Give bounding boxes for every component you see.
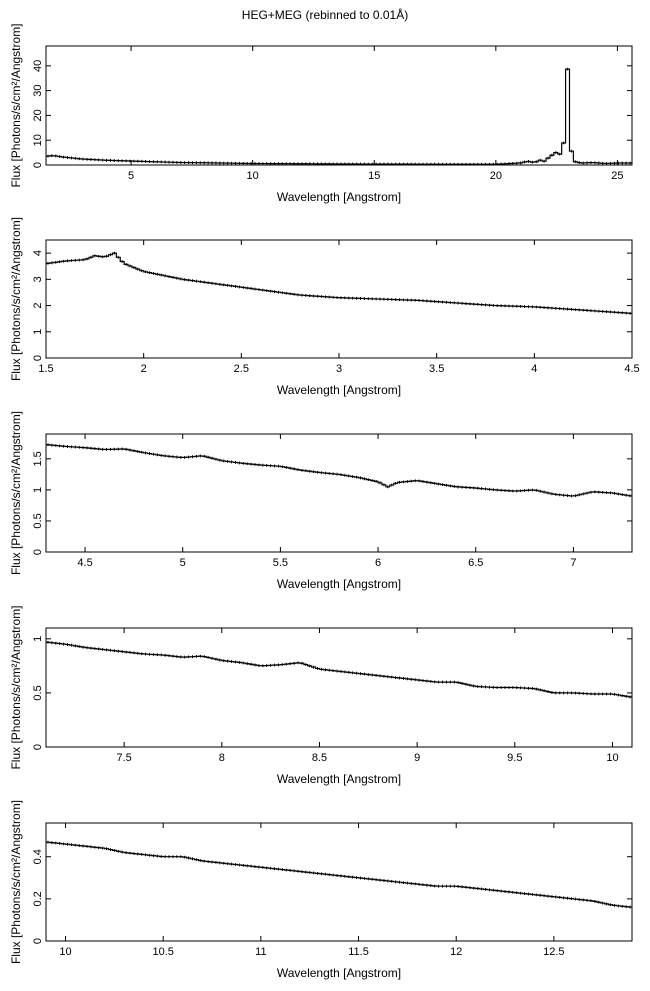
- x-tick-label: 10: [59, 946, 71, 958]
- x-tick-label: 1.5: [38, 363, 53, 375]
- spectrum-line: [46, 252, 632, 314]
- y-tick-label: 20: [32, 109, 44, 121]
- y-tick-label: 0: [32, 938, 44, 944]
- x-tick-label: 7.5: [116, 752, 131, 764]
- spectrum-line: [46, 641, 632, 698]
- y-tick-label: 3: [32, 276, 44, 282]
- y-tick-label: 0.4: [32, 849, 44, 864]
- y-axis-label: Flux [Photons/s/cm²/Angstrom]: [9, 800, 23, 964]
- x-tick-label: 3: [336, 363, 342, 375]
- x-tick-label: 10: [247, 170, 259, 182]
- x-tick-label: 6.5: [468, 557, 483, 569]
- y-tick-label: 0.5: [32, 685, 44, 700]
- x-tick-label: 4.5: [77, 557, 92, 569]
- y-tick-label: 40: [32, 60, 44, 72]
- x-tick-label: 11.5: [348, 946, 369, 958]
- y-tick-label: 0: [32, 744, 44, 750]
- x-tick-label: 7: [570, 557, 576, 569]
- y-tick-label: 10: [32, 134, 44, 146]
- y-tick-label: 1: [32, 487, 44, 493]
- y-tick-label: 2: [32, 302, 44, 308]
- y-axis-label: Flux [Photons/s/cm²/Angstrom]: [9, 605, 23, 769]
- y-tick-label: 0: [32, 162, 44, 168]
- spectrum-line: [46, 68, 632, 165]
- y-tick-label: 30: [32, 85, 44, 97]
- x-axis-label: Wavelength [Angstrom]: [277, 577, 401, 591]
- y-tick-label: 1.5: [32, 451, 44, 466]
- y-tick-label: 1: [32, 636, 44, 642]
- x-tick-label: 9.5: [507, 752, 522, 764]
- spectrum-line: [46, 444, 632, 497]
- error-bars: [47, 67, 631, 165]
- x-tick-label: 5.5: [273, 557, 288, 569]
- x-tick-label: 6: [375, 557, 381, 569]
- y-axis-label: Flux [Photons/s/cm²/Angstrom]: [9, 23, 23, 187]
- x-tick-label: 9: [414, 752, 420, 764]
- x-tick-label: 5: [180, 557, 186, 569]
- x-tick-label: 2.5: [234, 363, 249, 375]
- x-tick-label: 2: [141, 363, 147, 375]
- plot-frame: [45, 239, 633, 359]
- chart-title: HEG+MEG (rebinned to 0.01Å): [241, 8, 409, 22]
- error-bars: [47, 840, 631, 909]
- x-tick-label: 12.5: [543, 946, 564, 958]
- x-tick-label: 5: [128, 170, 134, 182]
- error-bars: [47, 251, 631, 315]
- x-axis-label: Wavelength [Angstrom]: [277, 190, 401, 204]
- plot-frame: [45, 45, 633, 166]
- x-tick-label: 12: [450, 946, 462, 958]
- y-tick-label: 0.5: [32, 513, 44, 528]
- x-tick-label: 10: [606, 752, 618, 764]
- x-tick-label: 3.5: [429, 363, 444, 375]
- error-bars: [47, 443, 631, 498]
- x-tick-label: 4.5: [624, 363, 639, 375]
- y-tick-label: 0: [32, 355, 44, 361]
- plot-frame: [45, 822, 633, 942]
- y-tick-label: 4: [32, 250, 44, 256]
- plot-frame: [45, 627, 633, 748]
- spectrum-line: [46, 841, 632, 908]
- y-tick-label: 0.2: [32, 891, 44, 906]
- plot-frame: [45, 433, 633, 553]
- x-tick-label: 10.5: [152, 946, 173, 958]
- y-tick-label: 1: [32, 329, 44, 335]
- x-tick-label: 15: [368, 170, 380, 182]
- x-tick-label: 20: [490, 170, 502, 182]
- x-tick-label: 25: [611, 170, 623, 182]
- error-bars: [47, 640, 631, 699]
- y-axis-label: Flux [Photons/s/cm²/Angstrom]: [9, 217, 23, 381]
- x-axis-label: Wavelength [Angstrom]: [277, 383, 401, 397]
- x-tick-label: 8.5: [312, 752, 327, 764]
- y-axis-label: Flux [Photons/s/cm²/Angstrom]: [9, 411, 23, 575]
- x-tick-label: 11: [255, 946, 266, 958]
- x-tick-label: 4: [531, 363, 537, 375]
- y-tick-label: 0: [32, 549, 44, 555]
- x-axis-label: Wavelength [Angstrom]: [277, 772, 401, 786]
- x-axis-label: Wavelength [Angstrom]: [277, 966, 401, 980]
- x-tick-label: 8: [219, 752, 225, 764]
